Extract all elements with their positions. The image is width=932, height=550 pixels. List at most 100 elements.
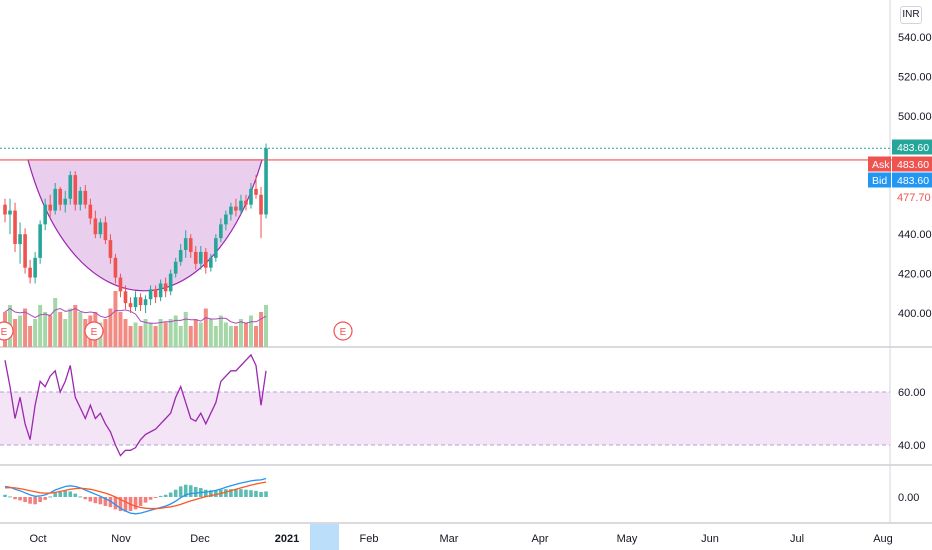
candle-body (38, 224, 42, 258)
volume-bar (63, 319, 68, 347)
candle-body (163, 283, 168, 292)
macd-histogram-bar (168, 492, 173, 497)
macd-histogram-bar (73, 493, 78, 497)
macd-histogram-bar (204, 489, 208, 497)
macd-histogram-bar (143, 497, 148, 503)
macd-histogram-bar (68, 491, 73, 497)
candle-body (118, 277, 123, 292)
volume-bar (238, 319, 243, 347)
time-tick-label: Jun (701, 533, 719, 545)
last-price-label-bg (892, 139, 932, 155)
time-tick-label: Oct (29, 533, 46, 545)
currency-button[interactable]: INR (900, 6, 922, 24)
macd-histogram-bar (63, 490, 68, 497)
candle-body (68, 175, 73, 199)
price-tick-label: 500.00 (898, 111, 932, 123)
candle-body (219, 224, 223, 239)
macd-histogram-bar (58, 491, 63, 497)
macd-histogram-bar (249, 490, 253, 497)
macd-histogram-bar (78, 496, 83, 498)
volume-bar (133, 322, 138, 347)
candle-body (113, 257, 118, 278)
candle-body (193, 251, 198, 264)
candle-body (148, 289, 153, 300)
volume-bar (13, 319, 18, 347)
candle-body (53, 188, 57, 211)
volume-bar (48, 315, 53, 347)
last-price-label: 483.60 (897, 142, 929, 154)
earnings-marker-circle (84, 321, 104, 341)
volume-bar (53, 298, 58, 347)
macd-histogram-bar (158, 495, 163, 497)
ask-price-label-bg (892, 156, 932, 172)
earnings-marker-circle (0, 321, 14, 341)
ask-tag: Ask (872, 159, 890, 171)
volume-bar (38, 305, 43, 347)
macd-histogram-bar (153, 497, 158, 498)
macd-histogram-bar (254, 490, 258, 497)
macd-histogram-bar (113, 497, 118, 510)
earnings-marker[interactable]: E (84, 321, 104, 341)
candle-body (93, 218, 98, 235)
candle-body (128, 303, 133, 308)
candle-body (83, 190, 88, 205)
volume-bar (183, 312, 188, 347)
time-tick-label: 2021 (275, 533, 299, 545)
rsi-pane (4, 353, 267, 457)
reference-lines (0, 147, 932, 161)
candle-body (183, 238, 188, 250)
candle-body (123, 291, 128, 304)
volume-bar (168, 319, 173, 347)
macd-histogram-bar (98, 497, 103, 505)
earnings-marker-label: E (91, 327, 98, 338)
candle-body (108, 240, 113, 258)
volume-bar (248, 315, 253, 347)
macd-histogram-bar (183, 484, 188, 497)
price-tick-label: 400.00 (898, 308, 932, 320)
earnings-marker[interactable]: E (333, 321, 353, 341)
rsi-tick-label: 60.00 (898, 387, 926, 399)
macd-histogram-bar (93, 497, 98, 504)
volume-bar (153, 326, 158, 347)
macd-histogram-bar (239, 489, 243, 497)
volume-bar (123, 319, 128, 347)
candle-body (58, 188, 63, 205)
candle-body (153, 289, 158, 298)
macd-histogram-bar (3, 494, 7, 497)
candle-body (143, 299, 148, 306)
macd-histogram-bar (214, 490, 218, 497)
macd-histogram-bar (38, 497, 42, 503)
earnings-marker-label: E (340, 327, 347, 338)
volume-bar (73, 305, 78, 347)
earnings-marker[interactable]: E (0, 321, 14, 341)
price-labels: 483.60 Ask 483.60 Bid 483.60 477.70 (868, 139, 932, 205)
candle-body (73, 175, 78, 205)
macd-histogram-bar (234, 489, 238, 497)
macd-histogram-bar (148, 497, 153, 500)
volume-bar (113, 291, 118, 347)
volume-bar (188, 326, 193, 347)
rsi-band (0, 392, 890, 445)
volume-bar (228, 326, 233, 347)
price-tick-label: 420.00 (898, 269, 932, 281)
candle-body (188, 238, 193, 252)
price-tick-label: 540.00 (898, 32, 932, 44)
price-tick-label: 520.00 (898, 72, 932, 84)
time-axis: Oct Nov Dec 2021 Feb Mar Apr May Jun Jul Aug (29, 533, 892, 545)
volume-bar (148, 322, 153, 347)
macd-histogram-bar (13, 497, 17, 500)
macd-histogram-bar (48, 496, 52, 498)
volume-bar (193, 319, 198, 347)
candle-body (234, 206, 238, 211)
macd-tick-label: 0.00 (898, 492, 919, 504)
candle-body (249, 188, 253, 205)
macd-histogram-bar (118, 497, 123, 511)
volume-bar (203, 308, 208, 347)
time-tick-label: Mar (440, 533, 459, 545)
candle-body (239, 200, 243, 211)
candle-body (224, 214, 228, 225)
macd-histogram-bar (259, 491, 263, 497)
candlesticks[interactable] (3, 143, 268, 313)
